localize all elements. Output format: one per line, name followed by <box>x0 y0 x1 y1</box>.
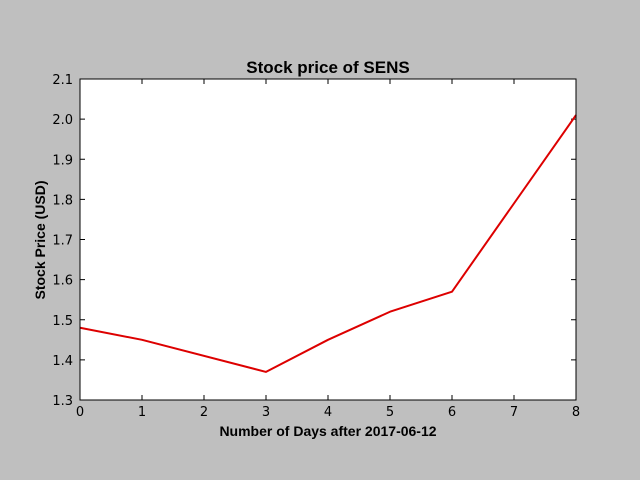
series-layer <box>79 114 577 373</box>
y-tick-label: 1.5 <box>52 314 73 329</box>
y-tick-label: 1.3 <box>52 394 73 409</box>
x-tick-label: 7 <box>510 405 518 420</box>
x-tick-label: 2 <box>200 405 208 420</box>
y-tick-label: 1.7 <box>52 234 73 249</box>
chart-title: Stock price of SENS <box>246 58 409 77</box>
x-axis-label: Number of Days after 2017-06-12 <box>219 423 436 439</box>
x-tick-label: 0 <box>76 405 84 420</box>
y-tick-label: 1.4 <box>52 354 73 369</box>
plot-frame <box>79 78 577 401</box>
y-tick-label: 1.9 <box>52 153 73 168</box>
x-tick-label: 1 <box>138 405 146 420</box>
x-tick-label: 6 <box>448 405 456 420</box>
series-line <box>79 114 577 373</box>
x-tick-label: 5 <box>386 405 394 420</box>
x-tick-label: 3 <box>262 405 270 420</box>
y-tick-label: 1.8 <box>52 193 73 208</box>
x-tick-label: 4 <box>324 405 332 420</box>
y-axis-label: Stock Price (USD) <box>32 180 48 299</box>
x-tick-label: 8 <box>572 405 580 420</box>
x-tick-labels: 0 1 2 3 4 5 6 7 8 <box>76 405 580 420</box>
y-tick-label: 2.1 <box>52 73 73 88</box>
y-tick-label: 2.0 <box>52 113 73 128</box>
y-tick-labels: 1.3 1.4 1.5 1.6 1.7 1.8 1.9 2.0 2.1 <box>52 73 73 409</box>
y-tick-label: 1.6 <box>52 274 73 289</box>
plot-area <box>80 79 576 400</box>
